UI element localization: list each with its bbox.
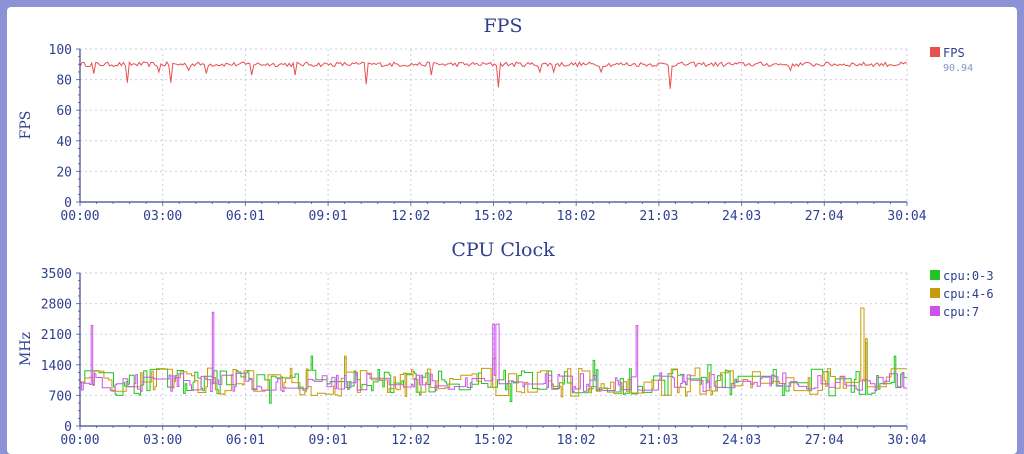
legend-label[interactable]: FPS bbox=[943, 46, 965, 60]
cpu-clock-chart: 0 700 1400 2100 2800 3500 00:00 03:00 06:01 09:01… bbox=[41, 267, 994, 448]
x-tick-label: 06:01 bbox=[226, 209, 265, 224]
x-tick-label: 12:02 bbox=[391, 209, 430, 224]
x-tick-label: 03:00 bbox=[143, 433, 182, 448]
x-tick-label: 09:01 bbox=[309, 433, 348, 448]
x-tick-label: 27:04 bbox=[805, 433, 844, 448]
x-tick-label: 21:03 bbox=[639, 433, 678, 448]
legend-swatch[interactable] bbox=[930, 270, 940, 280]
series-line-cpu-0-3 bbox=[80, 342, 907, 404]
x-tick-label: 12:02 bbox=[391, 433, 430, 448]
y-tick-label: 60 bbox=[56, 104, 72, 119]
y-tick-label: 100 bbox=[49, 43, 72, 58]
x-tick-label: 30:04 bbox=[887, 209, 926, 224]
series-line-FPS bbox=[79, 60, 908, 89]
legend-swatch[interactable] bbox=[930, 47, 940, 57]
y-tick-label: 700 bbox=[49, 389, 72, 404]
x-tick-label: 15:02 bbox=[474, 209, 513, 224]
y-axis-label-fps: FPS bbox=[18, 111, 34, 140]
legend-swatch[interactable] bbox=[930, 306, 940, 316]
y-tick-label: 0 bbox=[64, 420, 72, 435]
x-tick-label: 18:02 bbox=[557, 433, 596, 448]
x-tick-label: 09:01 bbox=[309, 209, 348, 224]
y-tick-label: 0 bbox=[64, 196, 72, 211]
y-tick-label: 2100 bbox=[41, 328, 72, 343]
legend-label[interactable]: cpu:4-6 bbox=[943, 287, 994, 301]
x-tick-label: 15:02 bbox=[474, 433, 513, 448]
x-tick-label: 24:03 bbox=[722, 209, 761, 224]
y-tick-label: 40 bbox=[56, 135, 72, 150]
series-line-cpu-7 bbox=[80, 311, 907, 393]
x-tick-label: 18:02 bbox=[557, 209, 596, 224]
x-tick-label: 21:03 bbox=[639, 209, 678, 224]
chart-title-fps: FPS bbox=[484, 15, 523, 37]
legend-value: 90.94 bbox=[943, 63, 973, 74]
y-tick-label: 1400 bbox=[41, 359, 72, 374]
y-tick-label: 80 bbox=[56, 74, 72, 89]
x-tick-label: 03:00 bbox=[143, 209, 182, 224]
y-axis-label-cpu: MHz bbox=[18, 332, 34, 366]
series-line-cpu-4-6 bbox=[80, 307, 907, 398]
y-tick-label: 20 bbox=[56, 165, 72, 180]
x-tick-label: 00:00 bbox=[60, 209, 99, 224]
fps-chart: 0 20 40 60 80 100 00:00 03:00 06:01 09:01 12:02 15:… bbox=[49, 43, 974, 224]
x-tick-label: 27:04 bbox=[805, 209, 844, 224]
legend-label[interactable]: cpu:0-3 bbox=[943, 269, 994, 283]
chart-title-cpu: CPU Clock bbox=[451, 239, 555, 261]
x-tick-label: 24:03 bbox=[722, 433, 761, 448]
y-tick-label: 2800 bbox=[41, 298, 72, 313]
x-tick-label: 30:04 bbox=[887, 433, 926, 448]
x-tick-label: 06:01 bbox=[226, 433, 265, 448]
y-tick-label: 3500 bbox=[41, 267, 72, 282]
legend-label[interactable]: cpu:7 bbox=[943, 305, 979, 319]
x-tick-label: 00:00 bbox=[60, 433, 99, 448]
legend-swatch[interactable] bbox=[930, 288, 940, 298]
